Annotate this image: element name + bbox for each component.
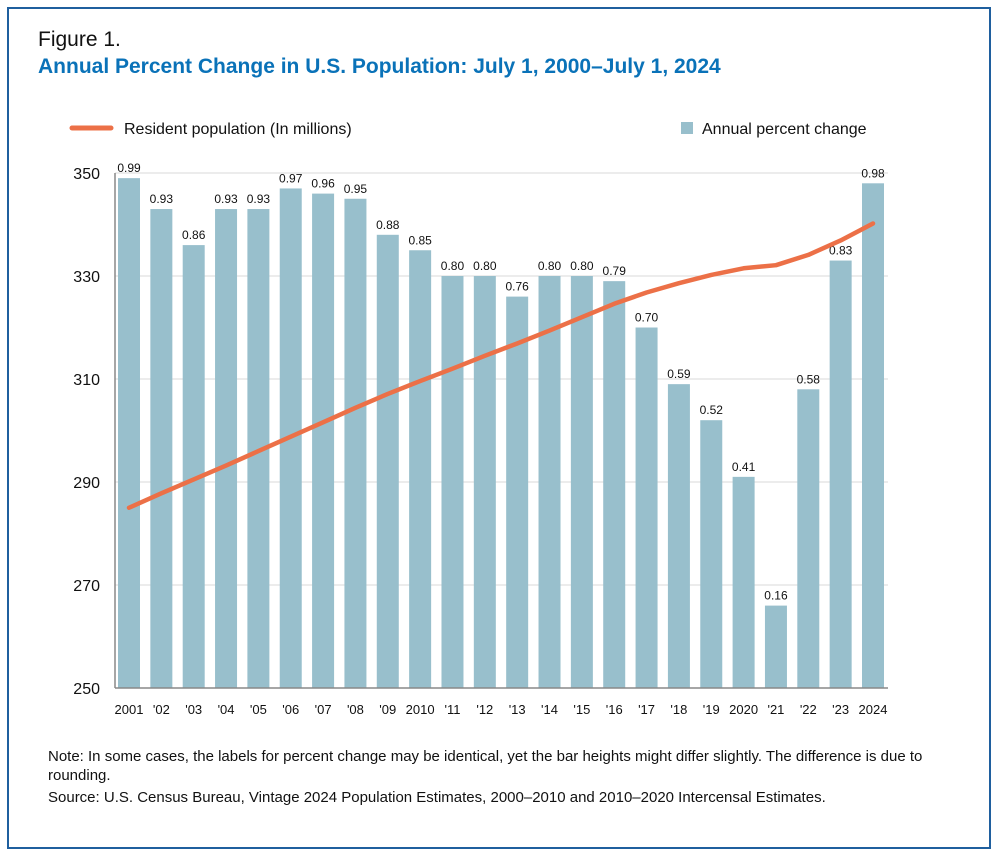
x-tick-label: '21 — [767, 702, 784, 717]
x-tick-label: '08 — [347, 702, 364, 717]
bar — [797, 389, 820, 688]
bar — [829, 260, 852, 688]
x-tick-label: '16 — [606, 702, 623, 717]
bar — [215, 209, 238, 689]
bar-data-label: 0.85 — [408, 233, 432, 247]
x-tick-label: '06 — [282, 702, 299, 717]
population-line — [126, 221, 876, 510]
bar-data-label: 0.93 — [247, 192, 271, 206]
x-tick-label: '05 — [250, 702, 267, 717]
x-tick-label: '02 — [153, 702, 170, 717]
x-tick-label: '13 — [509, 702, 526, 717]
bar-data-label: 0.98 — [861, 166, 885, 180]
bar — [506, 296, 529, 688]
bar — [441, 276, 464, 688]
x-tick-label: '23 — [832, 702, 849, 717]
y-tick-label: 310 — [73, 372, 100, 389]
x-tick-label: 2024 — [859, 702, 888, 717]
bar-data-label: 0.76 — [505, 280, 529, 294]
legend-bar-label: Annual percent change — [702, 121, 867, 138]
bar-data-label: 0.99 — [117, 161, 141, 175]
chart-title: Annual Percent Change in U.S. Population… — [38, 55, 721, 78]
bar-data-label: 0.58 — [797, 372, 821, 386]
bar-data-label: 0.80 — [441, 259, 465, 273]
bar — [182, 245, 205, 688]
legend-bar-swatch — [681, 122, 693, 134]
x-tick-label: '03 — [185, 702, 202, 717]
x-tick-label: '17 — [638, 702, 655, 717]
x-tick-label: 2020 — [729, 702, 758, 717]
bar-data-label: 0.52 — [700, 403, 724, 417]
bar — [667, 384, 690, 688]
bar-data-label: 0.83 — [829, 244, 853, 258]
y-tick-label: 290 — [73, 475, 100, 492]
bar — [764, 605, 787, 688]
x-tick-label: '12 — [476, 702, 493, 717]
bar-data-label: 0.70 — [635, 311, 659, 325]
bar — [732, 476, 755, 688]
bar — [570, 276, 593, 688]
bar — [473, 276, 496, 688]
bar — [635, 327, 658, 688]
bar-data-label: 0.95 — [344, 182, 368, 196]
bar-data-label: 0.41 — [732, 460, 756, 474]
x-tick-label: 2001 — [115, 702, 144, 717]
y-tick-label: 350 — [73, 166, 100, 183]
chart: 250 270 290 310 330 350 0.99 0.93 0.86 0.93 0.93 0.… — [69, 121, 888, 717]
x-tick-label: '04 — [218, 702, 235, 717]
bar-data-label: 0.97 — [279, 171, 303, 185]
y-tick-label: 330 — [73, 269, 100, 286]
x-tick-label: '22 — [800, 702, 817, 717]
bar — [603, 281, 626, 688]
x-tick-label: '15 — [573, 702, 590, 717]
bar — [118, 178, 140, 688]
bar — [376, 234, 399, 689]
bar-data-label: 0.79 — [603, 264, 627, 278]
x-tick-label: '18 — [670, 702, 687, 717]
bar-data-label: 0.93 — [150, 192, 174, 206]
x-tick-label: '09 — [379, 702, 396, 717]
source-text: Source: U.S. Census Bureau, Vintage 2024… — [48, 789, 826, 806]
x-tick-label: 2010 — [406, 702, 435, 717]
bar-data-label: 0.59 — [667, 367, 691, 381]
x-tick-label: '11 — [444, 702, 460, 717]
x-tick-label: '19 — [703, 702, 720, 717]
bar — [700, 420, 723, 688]
figure-label: Figure 1. — [38, 28, 121, 51]
legend-line-label: Resident population (In millions) — [124, 121, 352, 138]
y-tick-label: 250 — [73, 681, 100, 698]
x-tick-label: '14 — [541, 702, 558, 717]
note-text: Note: In some cases, the labels for perc… — [48, 748, 923, 784]
bar-data-label: 0.93 — [214, 192, 238, 206]
x-tick-label: '07 — [315, 702, 332, 717]
bar-data-label: 0.96 — [311, 177, 335, 191]
bar — [312, 193, 335, 688]
bar-data-label: 0.16 — [764, 589, 788, 603]
bar — [409, 250, 432, 688]
bar — [862, 183, 884, 689]
notes: Note: In some cases, the labels for perc… — [48, 747, 948, 807]
bar-data-label: 0.80 — [473, 259, 497, 273]
bar-data-label: 0.86 — [182, 228, 206, 242]
bar — [538, 276, 561, 688]
bar — [344, 198, 367, 688]
bar-data-label: 0.80 — [538, 259, 562, 273]
bar-data-label: 0.88 — [376, 218, 400, 232]
bar — [247, 209, 270, 689]
y-tick-label: 270 — [73, 578, 100, 595]
bar-data-label: 0.80 — [570, 259, 594, 273]
bar — [150, 209, 173, 689]
